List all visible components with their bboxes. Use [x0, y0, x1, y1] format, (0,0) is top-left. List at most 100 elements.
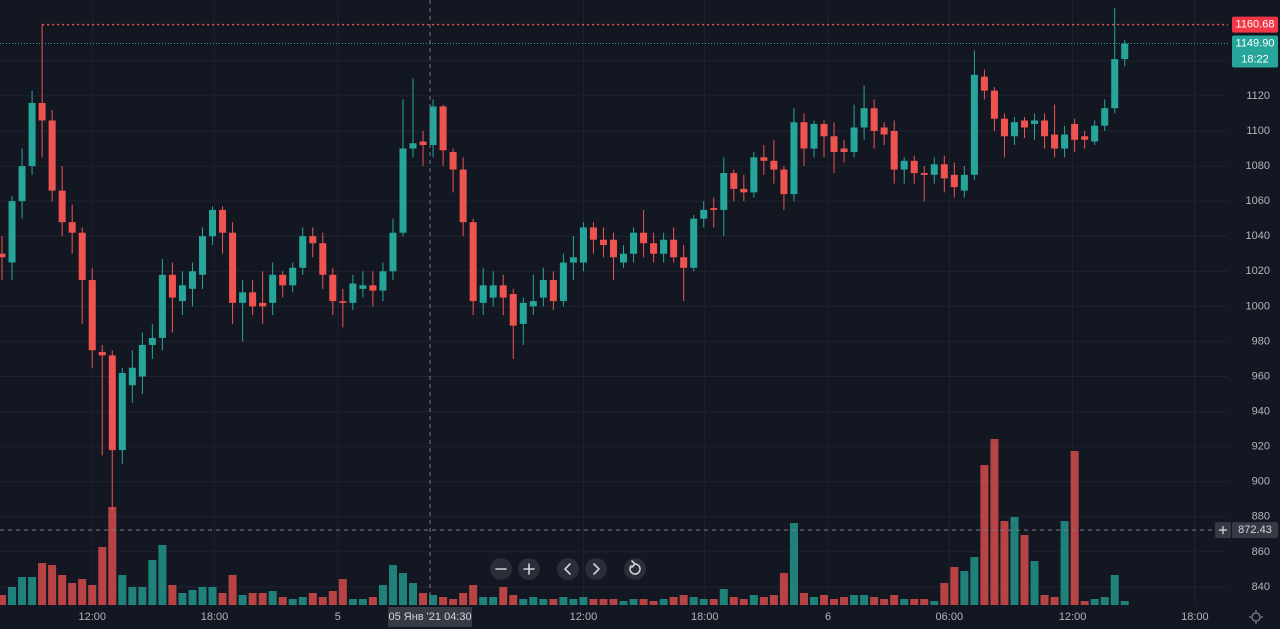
candle-body — [1101, 108, 1109, 126]
volume-bar — [699, 599, 708, 605]
volume-bar — [739, 599, 748, 605]
y-tick-label: 1040 — [1246, 230, 1270, 242]
candle-body — [389, 232, 397, 272]
zoom-out-button[interactable] — [490, 558, 512, 580]
candle-body — [750, 157, 758, 193]
volume-bar — [338, 579, 347, 605]
volume-bar — [519, 599, 528, 605]
volume-bar — [920, 599, 929, 605]
candle-body — [569, 257, 577, 263]
candle-body — [419, 141, 427, 146]
candle-body — [1031, 120, 1039, 124]
reset-button[interactable] — [624, 558, 646, 580]
candle-body — [1071, 123, 1079, 140]
volume-bar — [1010, 517, 1019, 605]
volume-bar — [820, 595, 829, 605]
candle-body — [259, 302, 267, 307]
zoom-in-button[interactable] — [518, 558, 540, 580]
high-label: 1160.68 — [1236, 18, 1275, 30]
candle-body — [660, 239, 668, 254]
candle-body — [549, 280, 557, 302]
candle-body — [329, 274, 337, 302]
volume-bar — [940, 583, 949, 605]
volume-bar — [1040, 595, 1049, 605]
volume-bar — [569, 599, 578, 605]
candle-body — [870, 108, 878, 131]
volume-bar — [308, 593, 317, 605]
candle-body — [399, 148, 407, 233]
axis-layer: 840 860 880 900 920 940 960 980 1000 1020 1040 1060… — [78, 16, 1278, 627]
candle-body — [910, 160, 918, 174]
volume-bar — [398, 573, 407, 605]
candle-body — [138, 344, 146, 377]
candle-body — [900, 160, 908, 170]
volume-bar — [479, 597, 488, 605]
candle-body — [850, 127, 858, 153]
x-tick-label: 18:00 — [691, 611, 719, 623]
candle-body — [890, 130, 898, 170]
candle-body — [579, 227, 587, 263]
volume-bar — [138, 587, 147, 605]
volume-bar — [809, 597, 818, 605]
candle-body — [299, 236, 307, 268]
candle-body — [860, 108, 868, 128]
candle-body — [339, 301, 347, 303]
x-tick-label: 18:00 — [1181, 611, 1209, 623]
y-tick-label: 1100 — [1246, 125, 1270, 137]
candle-body — [8, 201, 16, 263]
y-tick-label: 900 — [1252, 476, 1270, 488]
scroll-left-button[interactable] — [557, 558, 579, 580]
y-tick-label: 1020 — [1246, 265, 1270, 277]
candle-body — [559, 262, 567, 302]
volume-bar — [298, 597, 307, 605]
toolbar — [490, 558, 646, 580]
candle-body — [359, 285, 367, 289]
volume-bar — [599, 599, 608, 605]
volume-bar — [218, 593, 227, 605]
candle-body — [499, 285, 507, 298]
volume-bar — [779, 573, 788, 605]
volume-bar — [278, 597, 287, 605]
x-tick-label: 12:00 — [570, 611, 598, 623]
candle-body — [800, 122, 808, 149]
candle-body — [309, 236, 317, 244]
candle-body — [459, 169, 467, 223]
volume-bar — [499, 587, 508, 605]
volume-bar — [1050, 597, 1059, 605]
candle-body — [840, 148, 848, 153]
volume-bar — [870, 597, 879, 605]
crosshair-plus — [1219, 526, 1227, 535]
candle-body — [68, 222, 76, 233]
volume-bar — [709, 599, 718, 605]
volume-bar — [0, 595, 7, 605]
x-tick-label: 06:00 — [936, 611, 964, 623]
candle-body — [429, 106, 437, 146]
y-tick-label: 960 — [1252, 370, 1270, 382]
candle-body — [790, 122, 798, 195]
volume-bar — [629, 599, 638, 605]
candle-body — [379, 271, 387, 291]
volume-bar — [429, 595, 438, 605]
volume-bar — [549, 599, 558, 605]
volume-bar — [860, 595, 869, 605]
volume-bar — [268, 591, 277, 605]
x-tick-label: 12:00 — [1059, 611, 1087, 623]
candle-body — [1121, 43, 1129, 60]
volume-bar — [459, 593, 468, 605]
volume-bar — [328, 591, 337, 605]
volume-bar — [88, 585, 97, 605]
volume-bar — [378, 585, 387, 605]
crosshair-y-label: 872.43 — [1238, 524, 1272, 536]
settings-button[interactable] — [1249, 610, 1263, 624]
volume-bar — [689, 597, 698, 605]
candle-body — [38, 102, 46, 121]
volume-bar — [469, 585, 478, 605]
crosshair-y-box — [1232, 522, 1278, 539]
y-tick-label: 940 — [1252, 405, 1270, 417]
volume-bar — [78, 579, 87, 605]
volume-layer — [0, 439, 1129, 605]
volume-bar — [238, 595, 247, 605]
scroll-right-button[interactable] — [585, 558, 607, 580]
volume-bar — [1120, 601, 1129, 605]
candle-body — [1111, 59, 1119, 109]
